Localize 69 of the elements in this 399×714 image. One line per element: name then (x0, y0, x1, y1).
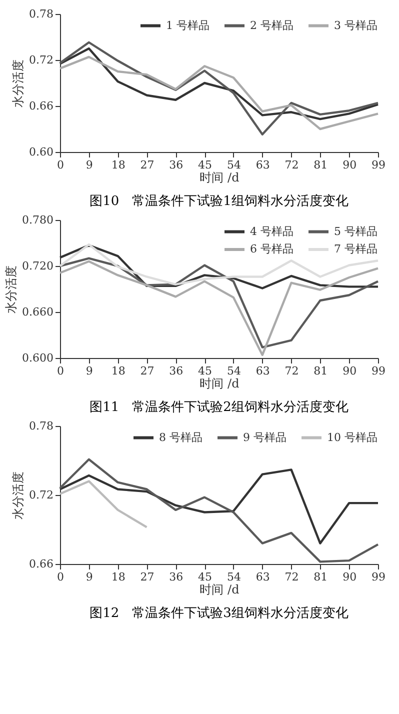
x-tick-label: 27 (140, 158, 154, 172)
x-tick-label: 63 (256, 158, 270, 172)
x-axis-title: 时间 /d (200, 582, 240, 596)
x-axis-title: 时间 /d (200, 376, 240, 390)
x-tick-label: 27 (140, 364, 154, 378)
x-tick-label: 45 (198, 158, 212, 172)
text: 图12 常温条件下试验3组饲料水分活度变化 (90, 605, 348, 621)
y-tick-label: 0.78 (29, 8, 54, 20)
y-axis-title: 水分活度 (11, 472, 26, 520)
legend-label: 9 号样品 (243, 430, 286, 444)
legend-label: 4 号样品 (250, 224, 294, 238)
y-tick-label: 0.60 (29, 146, 54, 158)
x-tick-label: 9 (86, 158, 93, 172)
x-tick-label: 81 (314, 158, 328, 172)
x-tick-label: 72 (284, 364, 299, 378)
x-tick-label: 18 (111, 364, 126, 378)
x-tick-label: 0 (57, 158, 64, 172)
legend-label: 5 号样品 (334, 224, 378, 238)
x-tick-label: 18 (111, 570, 126, 584)
y-tick-label: 0.600 (22, 352, 54, 364)
y-tick-label: 0.66 (29, 558, 54, 570)
x-tick-label: 99 (372, 158, 386, 172)
x-tick-label: 0 (57, 364, 64, 378)
x-tick-label: 9 (86, 570, 93, 584)
x-axis-title: 时间 /d (200, 170, 240, 184)
x-tick-label: 45 (198, 364, 212, 378)
text: 图10 常温条件下试验1组饲料水分活度变化 (90, 193, 348, 209)
x-tick-label: 63 (256, 570, 270, 584)
y-tick-label: 0.720 (22, 260, 54, 272)
x-tick-label: 63 (256, 364, 270, 378)
x-tick-label: 90 (342, 364, 357, 378)
legend-label: 1 号样品 (166, 18, 210, 32)
legend-label: 10 号样品 (327, 430, 378, 444)
y-tick-label: 0.72 (29, 488, 54, 502)
y-tick-label: 0.660 (22, 306, 54, 318)
x-tick-label: 99 (372, 364, 386, 378)
line-series (58, 56, 380, 130)
line-series (58, 480, 148, 528)
y-axis-title: 水分活度 (11, 60, 26, 108)
legend-label: 6 号样品 (250, 242, 294, 256)
text: 图11 常温条件下试验2组饲料水分活度变化 (90, 399, 348, 415)
x-tick-label: 36 (169, 158, 184, 172)
x-tick-label: 18 (111, 158, 126, 172)
y-axis-title: 水分活度 (4, 266, 18, 314)
y-tick-label: 0.72 (29, 54, 54, 66)
x-tick-label: 0 (57, 570, 64, 584)
legend-label: 7 号样品 (334, 242, 378, 256)
y-tick-label: 0.78 (29, 420, 54, 432)
x-tick-label: 27 (140, 570, 154, 584)
line-series (58, 41, 380, 136)
legend-label: 2 号样品 (250, 18, 294, 32)
x-tick-label: 99 (372, 570, 386, 584)
x-tick-label: 36 (169, 570, 184, 584)
legend-label: 8 号样品 (159, 430, 202, 444)
x-tick-label: 72 (284, 158, 299, 172)
legend-label: 3 号样品 (334, 18, 378, 32)
x-tick-label: 72 (284, 570, 299, 584)
y-tick-label: 0.780 (22, 214, 54, 226)
x-tick-label: 45 (198, 570, 212, 584)
x-tick-label: 36 (169, 364, 184, 378)
x-tick-label: 81 (314, 570, 328, 584)
x-tick-label: 54 (226, 158, 241, 172)
x-tick-label: 90 (342, 570, 357, 584)
x-tick-label: 9 (86, 364, 93, 378)
y-tick-label: 0.66 (29, 100, 54, 112)
x-tick-label: 54 (226, 364, 241, 378)
x-tick-label: 81 (314, 364, 328, 378)
x-tick-label: 90 (342, 158, 357, 172)
x-tick-label: 54 (226, 570, 241, 584)
